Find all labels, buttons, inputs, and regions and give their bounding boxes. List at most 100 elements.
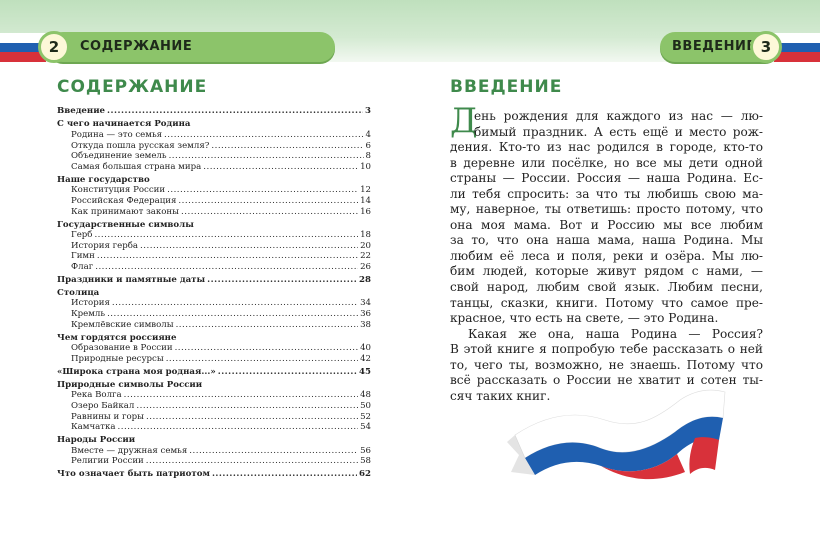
- toc-entry: С чего начинается Родина: [57, 119, 371, 130]
- toc-entry-title: Конституция России: [71, 185, 166, 196]
- text-line: то, чего ты, возможно, не знаешь. Потому…: [450, 357, 763, 372]
- toc-entry: Природные ресурсы 42: [57, 354, 371, 365]
- toc-entry-title: Откуда пошла русская земля?: [71, 140, 210, 151]
- toc-dot-leader: [189, 446, 358, 457]
- toc-dot-leader: [169, 151, 364, 162]
- toc-entry: Самая большая страна мира 10: [57, 162, 371, 173]
- toc-dot-leader: [95, 262, 358, 273]
- left-page-number: 2: [38, 31, 70, 63]
- table-of-contents: Введение 3 С чего начинается РодинаРодина …: [57, 104, 371, 480]
- toc-dot-leader: [166, 354, 358, 365]
- toc-entry: Народы России: [57, 435, 371, 446]
- toc-dot-leader: [175, 343, 359, 354]
- toc-entry: Конституция России 12: [57, 185, 371, 196]
- toc-entry-title: Введение: [57, 106, 106, 117]
- toc-entry-page: 28: [359, 274, 371, 285]
- toc-entry-title: Родина — это семья: [71, 129, 163, 140]
- toc-entry-title: Образование в России: [71, 343, 173, 354]
- toc-entry: Флаг 26: [57, 262, 371, 273]
- toc-dot-leader: [107, 309, 358, 320]
- text-line: бим людей, которые живут рядом с нами, —: [450, 264, 763, 279]
- toc-entry-title: Кремлёвские символы: [71, 319, 174, 330]
- toc-entry-title: С чего начинается Родина: [57, 119, 191, 130]
- toc-entry: Наше государство: [57, 175, 371, 186]
- toc-entry-title: История: [71, 298, 110, 309]
- text-line: красное, что есть на свете, — это Родина…: [450, 311, 719, 326]
- toc-entry-page: 12: [360, 185, 371, 196]
- toc-entry-title: «Широка страна моя родная...»: [57, 366, 216, 377]
- drop-cap: Д: [450, 101, 478, 141]
- toc-dot-leader: [176, 320, 358, 331]
- toc-entry-title: Государственные символы: [57, 219, 194, 230]
- toc-dot-leader: [94, 230, 358, 241]
- toc-entry-title: Народы России: [57, 435, 136, 446]
- toc-entry: Кремлёвские символы 38: [57, 320, 371, 331]
- toc-entry: Герб 18: [57, 230, 371, 241]
- toc-entry-title: Флаг: [71, 261, 94, 272]
- toc-entry: Российская Федерация 14: [57, 196, 371, 207]
- toc-entry-page: 50: [360, 400, 371, 411]
- toc-entry-title: Река Волга: [71, 390, 122, 401]
- text-line: она моя мама. Вот и Россию мы все любим: [450, 217, 763, 232]
- toc-dot-leader: [212, 469, 357, 480]
- toc-entry: Религии России 58: [57, 456, 371, 467]
- toc-entry: Образование в России 40: [57, 343, 371, 354]
- toc-entry-page: 26: [360, 261, 371, 272]
- toc-entry: Столица: [57, 288, 371, 299]
- toc-dot-leader: [118, 422, 359, 433]
- text-line: му, наверное, ты ответишь: просто потому…: [450, 202, 763, 217]
- toc-entry-title: Природные ресурсы: [71, 353, 164, 364]
- toc-entry: Кремль 36: [57, 309, 371, 320]
- toc-dot-leader: [178, 196, 358, 207]
- toc-entry-title: Равнины и горы: [71, 411, 144, 422]
- toc-entry-title: Что означает быть патриотом: [57, 469, 210, 480]
- toc-dot-leader: [124, 390, 358, 401]
- toc-entry: Река Волга 48: [57, 390, 371, 401]
- toc-entry: Введение 3: [57, 106, 371, 117]
- right-header-label: ВВЕДЕНИЕ: [672, 39, 756, 54]
- toc-entry: Чем гордятся россияне: [57, 333, 371, 344]
- toc-entry-title: Столица: [57, 287, 100, 298]
- toc-entry-page: 16: [360, 206, 371, 217]
- toc-entry-page: 6: [365, 140, 371, 151]
- text-line: страны — России. Россия — наша Родина. Е…: [450, 171, 763, 186]
- toc-entry-page: 45: [359, 366, 371, 377]
- toc-dot-leader: [107, 106, 363, 117]
- toc-entry-title: История герба: [71, 240, 139, 251]
- toc-dot-leader: [218, 367, 357, 378]
- text-line: В этой книге я попробую тебе рассказать …: [450, 342, 763, 357]
- toc-dot-leader: [203, 162, 358, 173]
- text-line: ли тебя спросить: за что ты любишь свою …: [450, 186, 763, 201]
- toc-entry: Праздники и памятные даты 28: [57, 275, 371, 286]
- toc-entry-page: 48: [360, 390, 371, 401]
- toc-entry-page: 18: [360, 230, 371, 241]
- toc-entry-page: 56: [360, 445, 371, 456]
- toc-entry-title: Озеро Байкал: [71, 400, 135, 411]
- toc-entry-page: 52: [360, 411, 371, 422]
- toc-entry: История 34: [57, 298, 371, 309]
- text-line: бимый праздник. А есть ещё и место рож-: [474, 124, 763, 139]
- page-title-intro: ВВЕДЕНИЕ: [450, 77, 563, 97]
- toc-entry: Природные символы России: [57, 380, 371, 391]
- text-line: дения. Кто-то из нас родился в городе, к…: [450, 140, 763, 155]
- toc-entry-title: Российская Федерация: [71, 195, 177, 206]
- toc-dot-leader: [181, 207, 358, 218]
- toc-entry-page: 22: [360, 251, 371, 262]
- text-line: ень рождения для каждого из нас — лю-: [474, 109, 763, 123]
- text-line: Какая же она, наша Родина — Россия?: [468, 326, 763, 341]
- page-title-contents: СОДЕРЖАНИЕ: [57, 77, 208, 97]
- toc-entry-title: Самая большая страна мира: [71, 161, 202, 172]
- toc-entry-page: 58: [360, 456, 371, 467]
- toc-entry-page: 34: [360, 298, 371, 309]
- right-page-number: 3: [750, 31, 782, 63]
- text-line: всё рассказать о России не хватит и соте…: [450, 373, 763, 388]
- toc-entry: Как принимают законы 16: [57, 207, 371, 218]
- toc-entry-page: 40: [360, 343, 371, 354]
- toc-entry-page: 3: [365, 106, 371, 117]
- toc-entry: Озеро Байкал 50: [57, 401, 371, 412]
- toc-entry: Равнины и горы 52: [57, 412, 371, 423]
- toc-entry-page: 62: [359, 469, 371, 480]
- left-header-label: СОДЕРЖАНИЕ: [80, 39, 193, 54]
- toc-dot-leader: [211, 141, 363, 152]
- toc-entry-title: Объединение земель: [71, 151, 167, 162]
